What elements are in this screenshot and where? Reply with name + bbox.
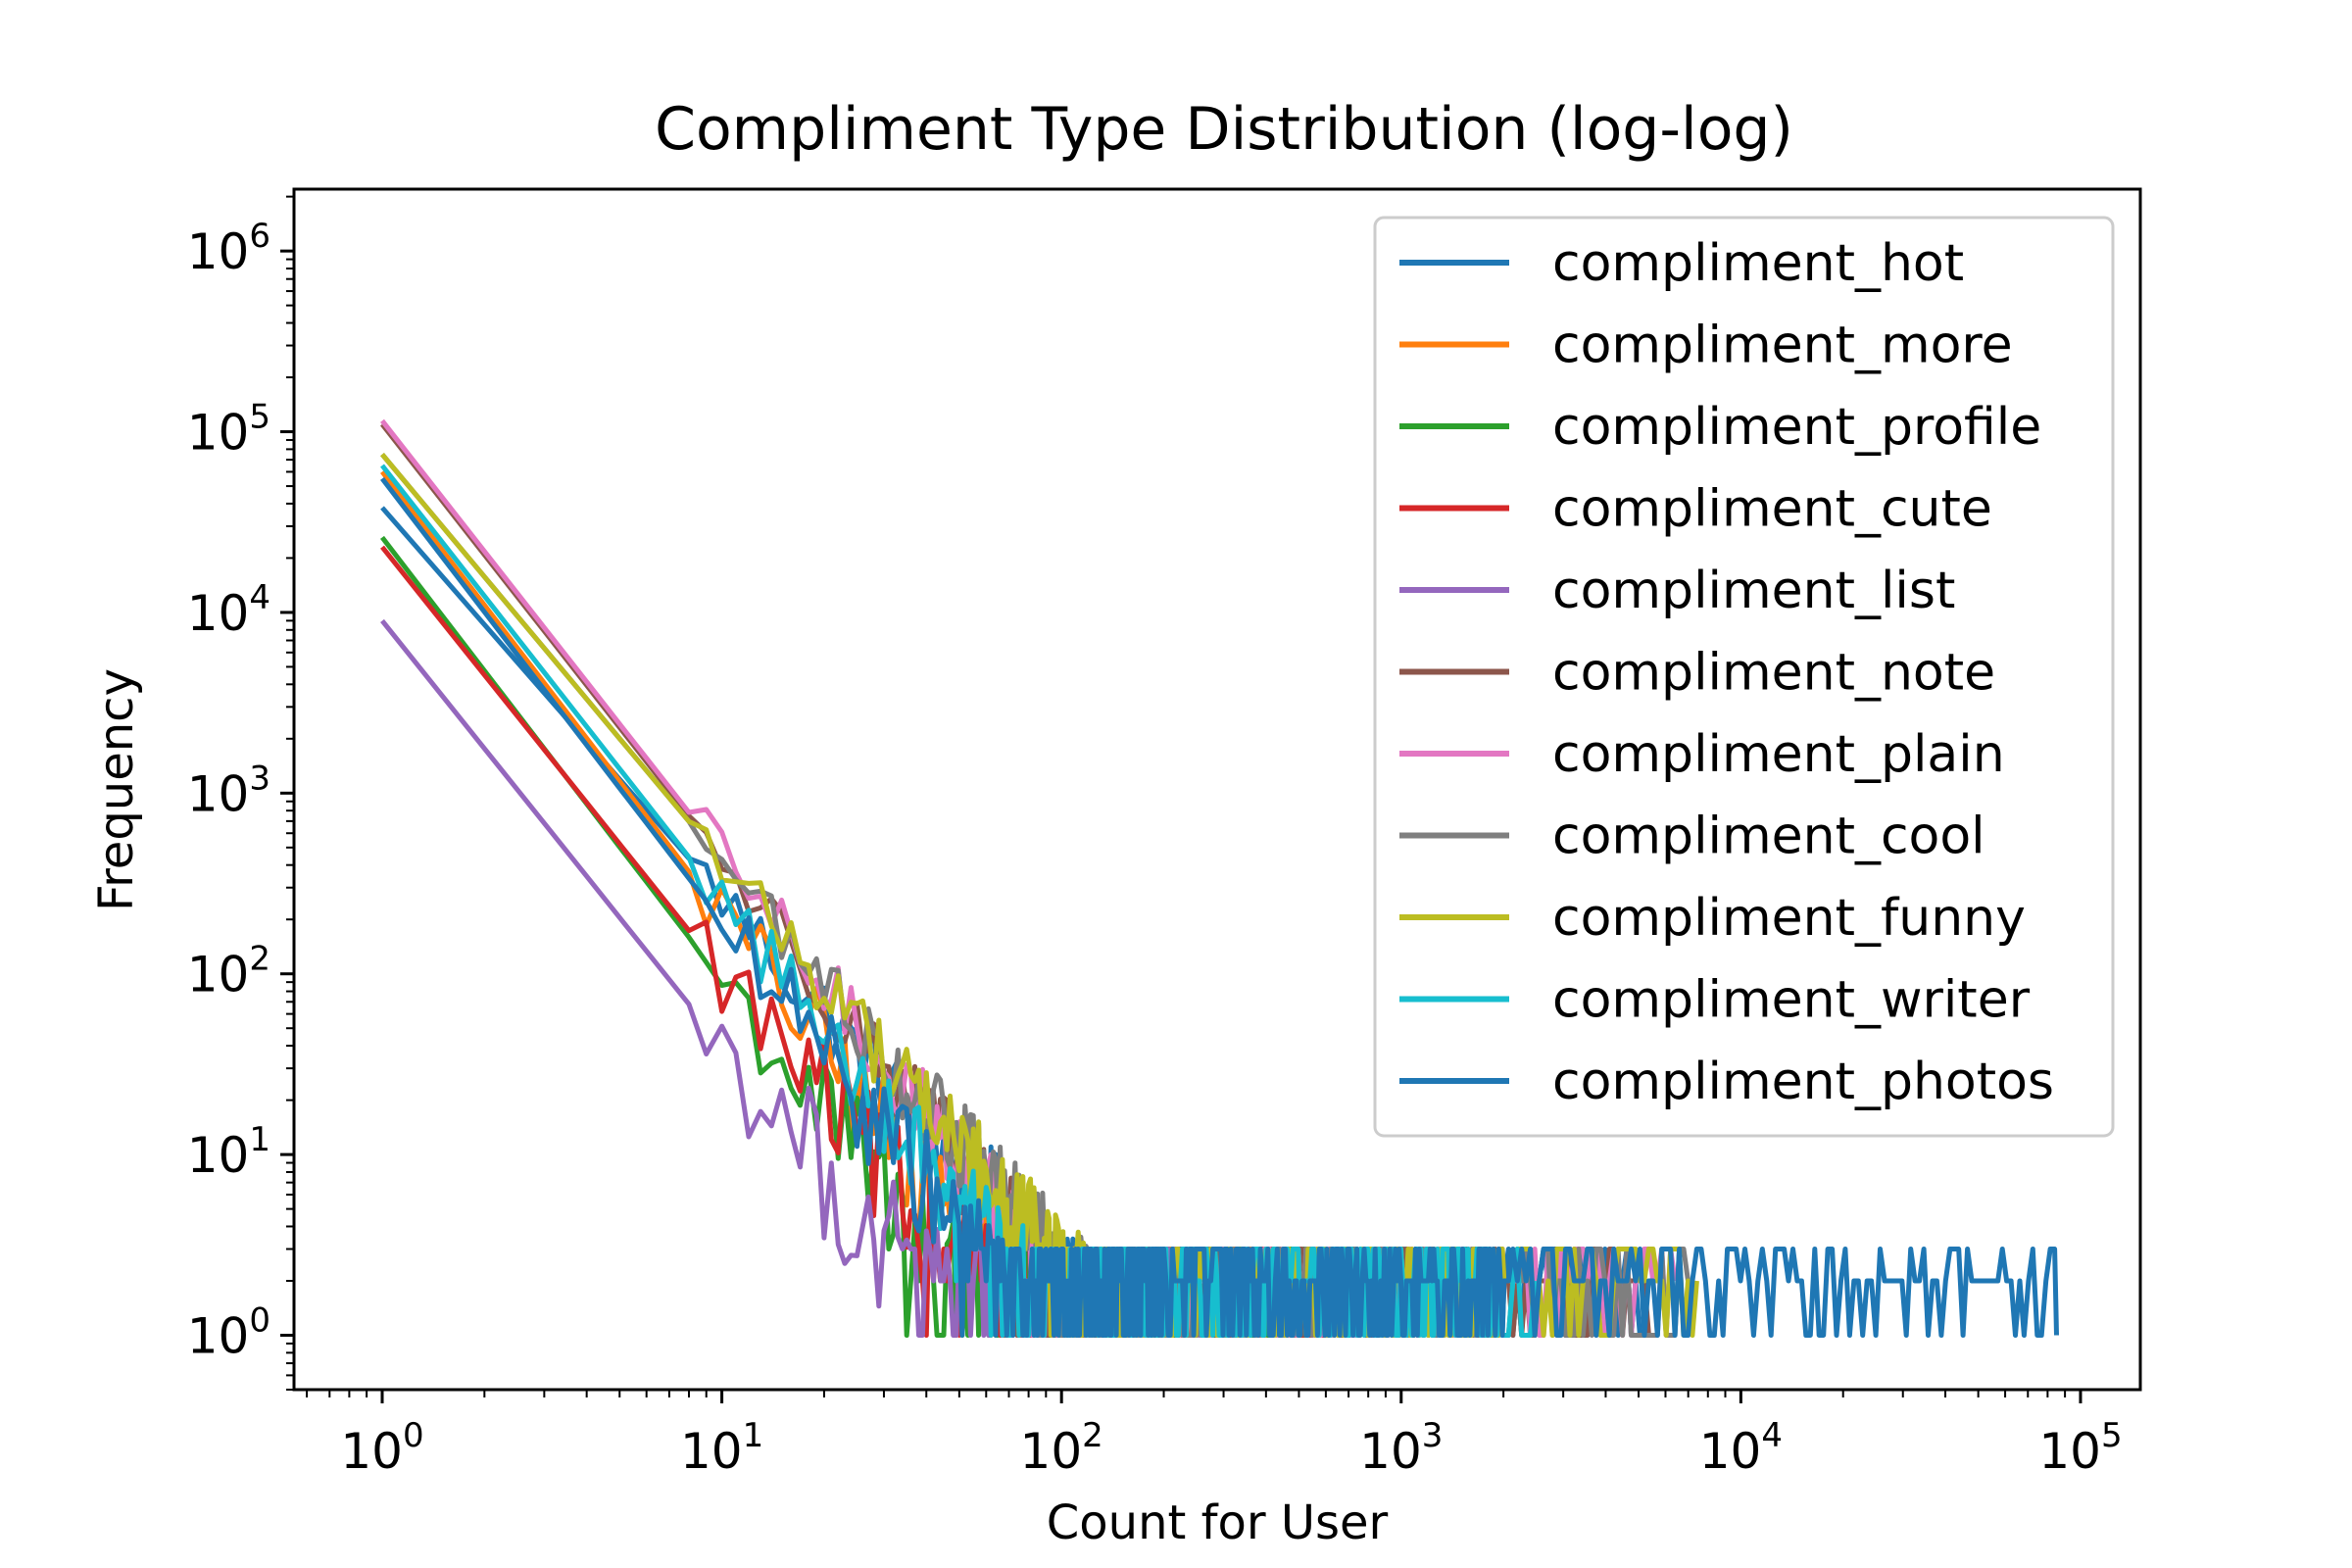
x-tick-label: 105 <box>2038 1416 2122 1480</box>
legend-label: compliment_writer <box>1552 971 2031 1030</box>
y-tick-label: 105 <box>187 398 270 462</box>
series-group <box>380 418 2059 1338</box>
legend-label: compliment_list <box>1552 562 1955 620</box>
legend-label: compliment_photos <box>1552 1053 2054 1111</box>
legend-label: compliment_note <box>1552 644 1995 703</box>
legend-label: compliment_profile <box>1552 398 2041 457</box>
legend-label: compliment_hot <box>1552 234 1964 293</box>
legend-label: compliment_plain <box>1552 725 2005 784</box>
y-tick-label: 104 <box>187 578 270 642</box>
x-tick-label: 101 <box>680 1416 763 1480</box>
y-tick-label: 100 <box>187 1300 270 1364</box>
series-line-compliment-photos <box>380 476 2059 1338</box>
plot-frame <box>292 187 2142 1392</box>
y-tick-label: 102 <box>187 940 270 1004</box>
y-tick-label: 103 <box>187 759 270 822</box>
y-axis-label: Frequency <box>89 668 144 911</box>
x-tick-label: 102 <box>1020 1416 1103 1480</box>
legend-box <box>1373 216 2115 1138</box>
legend: compliment_hot compliment_more compliment_… <box>1373 216 2115 1138</box>
legend-label: compliment_cool <box>1552 808 1985 866</box>
x-axis-ticks: 100 101 102 103 104 105 <box>306 1390 2123 1480</box>
y-tick-label: 101 <box>187 1120 270 1184</box>
chart-title: Compliment Type Distribution (log-log) <box>655 95 1793 164</box>
plot-area <box>292 187 2142 1392</box>
legend-label: compliment_more <box>1552 317 2013 375</box>
x-tick-label: 104 <box>1699 1416 1783 1480</box>
legend-label: compliment_funny <box>1552 889 2026 948</box>
x-tick-label: 100 <box>340 1416 423 1480</box>
y-axis-ticks: 100 101 102 103 104 105 106 <box>187 195 294 1391</box>
legend-label: compliment_cute <box>1552 480 1992 539</box>
legend-items: compliment_hot compliment_more compliment_… <box>1399 234 2054 1111</box>
x-tick-label: 103 <box>1359 1416 1443 1480</box>
x-axis-label: Count for User <box>1047 1495 1389 1550</box>
y-tick-label: 106 <box>187 217 270 280</box>
